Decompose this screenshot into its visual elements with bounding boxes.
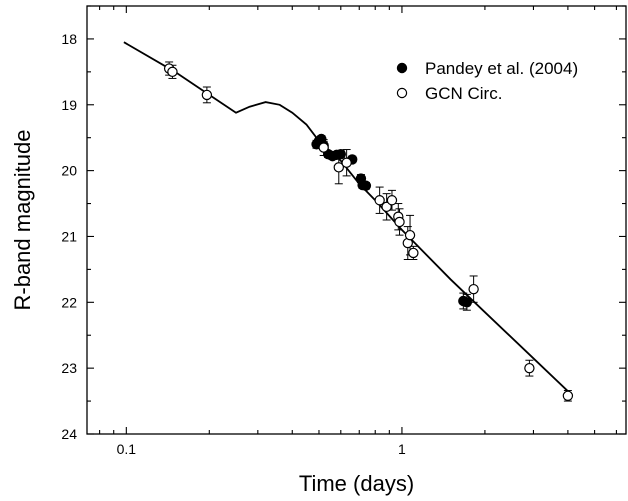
y-tick-label: 24 [61, 426, 77, 442]
data-points-layer [165, 64, 573, 400]
legend: Pandey et al. (2004) GCN Circ. [397, 59, 578, 103]
error-bars-layer [165, 62, 572, 401]
x-tick-label: 1 [398, 441, 406, 457]
y-tick-label: 20 [61, 163, 77, 179]
gcn-data-point [405, 231, 414, 240]
y-tick-label: 19 [61, 97, 77, 113]
gcn-data-point [525, 364, 534, 373]
gcn-data-point [342, 158, 351, 167]
pandey-data-point [361, 181, 370, 190]
pandey-data-point [336, 150, 345, 159]
gcn-data-point [409, 248, 418, 257]
gcn-data-point [319, 143, 328, 152]
legend-label: GCN Circ. [425, 84, 502, 103]
legend-marker [397, 63, 406, 72]
gcn-data-point [202, 90, 211, 99]
legend-label: Pandey et al. (2004) [425, 59, 578, 78]
y-tick-label: 22 [61, 294, 77, 310]
y-axis-label: R-band magnitude [10, 129, 35, 310]
y-tick-label: 21 [61, 228, 77, 244]
gcn-data-point [469, 285, 478, 294]
pandey-data-point [462, 298, 471, 307]
y-tick-label: 23 [61, 360, 77, 376]
legend-marker [397, 88, 406, 97]
gcn-data-point [563, 391, 572, 400]
x-axis-label: Time (days) [299, 471, 414, 496]
x-tick-label: 0.1 [117, 441, 137, 457]
y-tick-label: 18 [61, 31, 77, 47]
gcn-data-point [395, 217, 404, 226]
gcn-data-point [387, 196, 396, 205]
gcn-data-point [168, 67, 177, 76]
